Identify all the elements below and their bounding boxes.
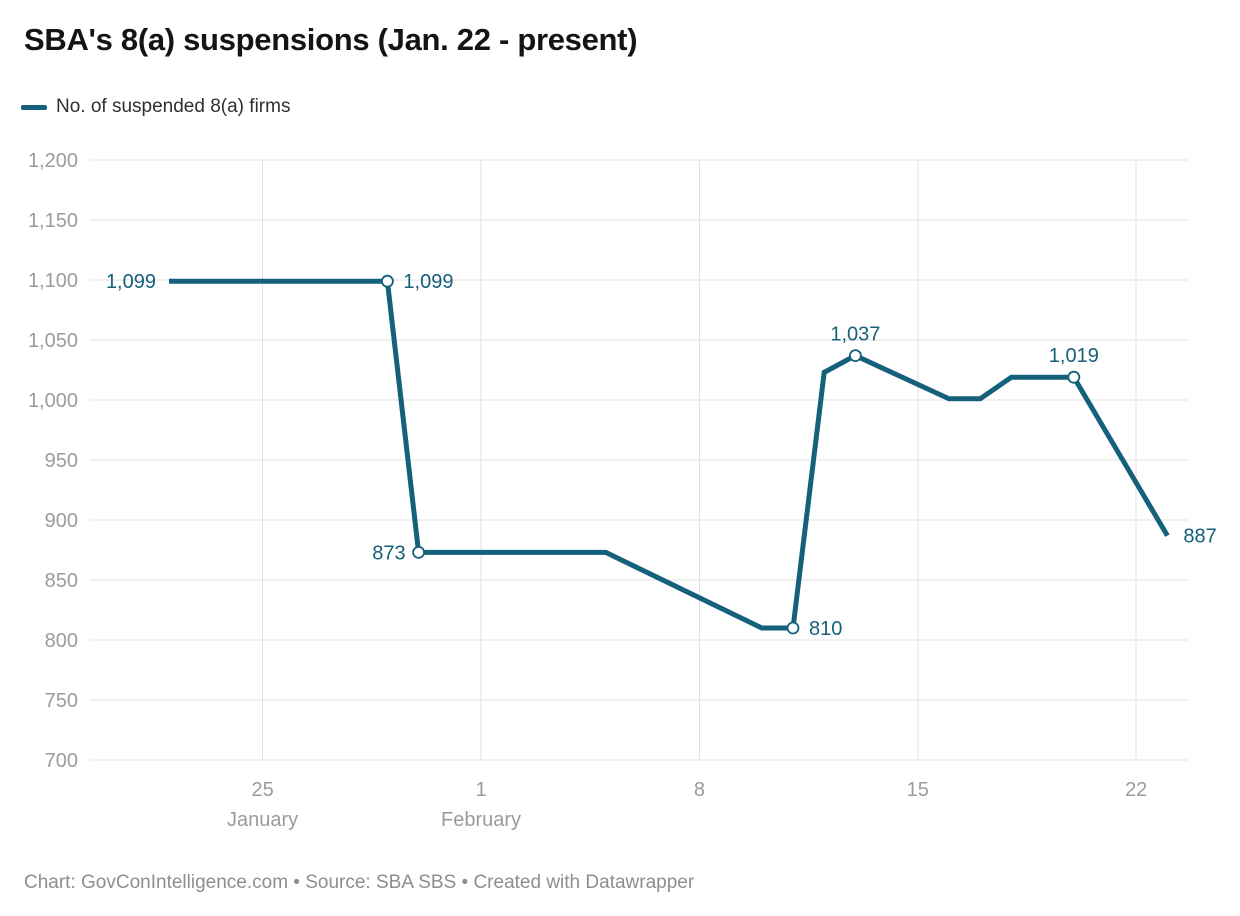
x-tick-month-label: February: [441, 809, 521, 831]
legend-label: No. of suspended 8(a) firms: [56, 96, 291, 117]
data-point-marker: [412, 545, 426, 559]
x-tick-month-label: January: [227, 809, 298, 831]
y-tick-label: 1,050: [28, 330, 78, 352]
y-tick-label: 700: [45, 750, 78, 772]
line-chart: 1,200 1,150 1,100 1,050 1,000 950 900 850 800 750…: [28, 150, 1217, 831]
data-point-marker: [786, 621, 800, 635]
data-point-label: 873: [372, 542, 405, 564]
data-point-marker: [1067, 370, 1081, 384]
data-point-label: 887: [1183, 526, 1216, 548]
data-point-label: 1,019: [1049, 345, 1099, 367]
y-tick-label: 1,100: [28, 270, 78, 292]
data-point-marker: [849, 349, 862, 363]
y-tick-label: 750: [45, 690, 78, 712]
series-line: [169, 278, 1170, 631]
y-tick-label: 850: [45, 570, 78, 592]
data-point-label: 1,037: [830, 324, 880, 346]
data-point-label: 1,099: [106, 271, 156, 293]
y-tick-label: 900: [45, 510, 78, 532]
chart-title: SBA's 8(a) suspensions (Jan. 22 - presen…: [24, 22, 638, 57]
data-point-marker: [380, 274, 394, 288]
y-tick-label: 800: [45, 630, 78, 652]
legend: No. of suspended 8(a) firms: [21, 96, 290, 118]
x-tick-day-label: 8: [694, 779, 705, 801]
y-tick-label: 1,200: [28, 150, 78, 172]
x-tick-day-label: 15: [907, 779, 929, 801]
data-point-label: 810: [809, 618, 842, 640]
x-tick-day-label: 1: [475, 779, 486, 801]
legend-line-swatch: [21, 104, 47, 110]
data-point-label: 1,099: [403, 271, 453, 293]
y-tick-label: 950: [45, 450, 78, 472]
y-tick-label: 1,150: [28, 210, 78, 232]
x-tick-day-label: 25: [251, 779, 273, 801]
chart-footer-attribution: Chart: GovConIntelligence.com • Source: …: [24, 872, 695, 893]
y-tick-label: 1,000: [28, 390, 78, 412]
x-tick-day-label: 22: [1125, 779, 1147, 801]
